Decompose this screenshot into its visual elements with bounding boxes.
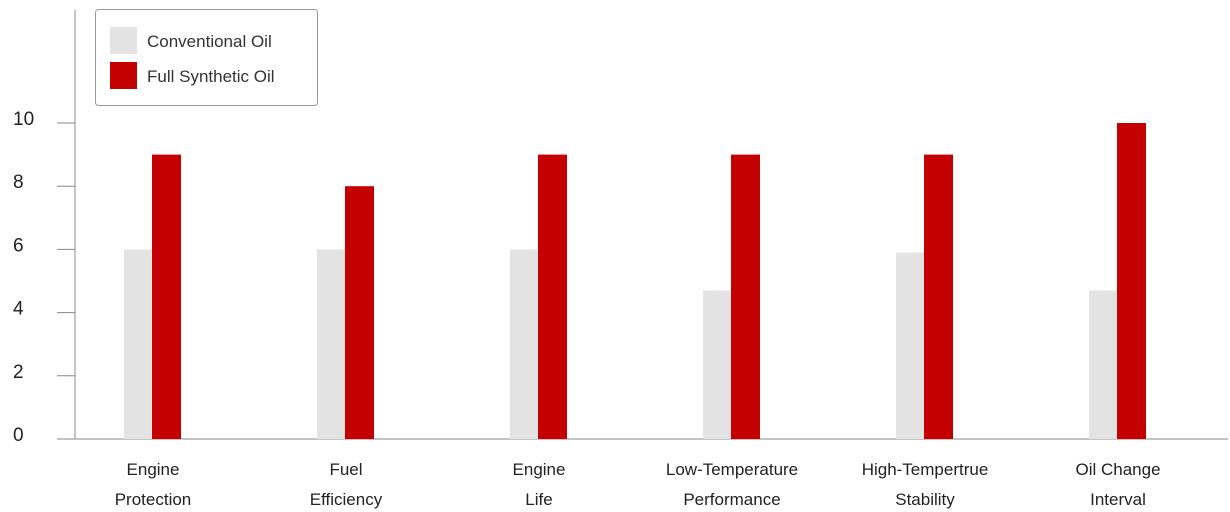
legend-swatch-conventional <box>110 27 137 54</box>
y-tick-label: 10 <box>13 109 34 130</box>
x-category-label: Engine <box>513 460 566 479</box>
bar-conventional <box>1089 290 1118 439</box>
legend-label-conventional: Conventional Oil <box>147 32 272 51</box>
x-category-label: Low-Temperature <box>666 460 798 479</box>
bar-synthetic <box>345 186 374 439</box>
legend-label-synthetic: Full Synthetic Oil <box>147 67 275 86</box>
legend: Conventional Oil Full Synthetic Oil <box>95 9 318 106</box>
legend-box <box>95 9 318 106</box>
x-category-label: Performance <box>683 490 780 509</box>
bar-conventional <box>896 252 925 439</box>
y-ticks: 0 2 4 6 8 10 <box>13 109 75 446</box>
x-labels: Engine Protection Fuel Efficiency Engine Life… <box>115 460 1161 509</box>
y-tick-label: 2 <box>13 362 24 383</box>
bar-synthetic <box>731 154 760 439</box>
y-tick-label: 8 <box>13 172 24 193</box>
bar-conventional <box>510 249 539 439</box>
bar-conventional <box>124 249 153 439</box>
x-category-label: Life <box>525 490 552 509</box>
legend-swatch-synthetic <box>110 62 137 89</box>
x-category-label: Stability <box>895 490 955 509</box>
y-tick-label: 4 <box>13 299 24 320</box>
bar-synthetic <box>1117 123 1146 439</box>
bar-synthetic <box>152 154 181 439</box>
bars <box>124 123 1146 439</box>
bar-conventional <box>703 290 732 439</box>
y-tick-label: 0 <box>13 425 24 446</box>
bar-synthetic <box>924 154 953 439</box>
x-category-label: High-Tempertrue <box>862 460 989 479</box>
x-category-label: Engine <box>127 460 180 479</box>
x-category-label: Efficiency <box>310 490 383 509</box>
x-category-label: Protection <box>115 490 192 509</box>
y-tick-label: 6 <box>13 235 24 256</box>
x-category-label: Oil Change <box>1075 460 1160 479</box>
bar-synthetic <box>538 154 567 439</box>
x-category-label: Interval <box>1090 490 1146 509</box>
x-category-label: Fuel <box>329 460 362 479</box>
bar-conventional <box>317 249 346 439</box>
axes <box>57 10 1228 440</box>
